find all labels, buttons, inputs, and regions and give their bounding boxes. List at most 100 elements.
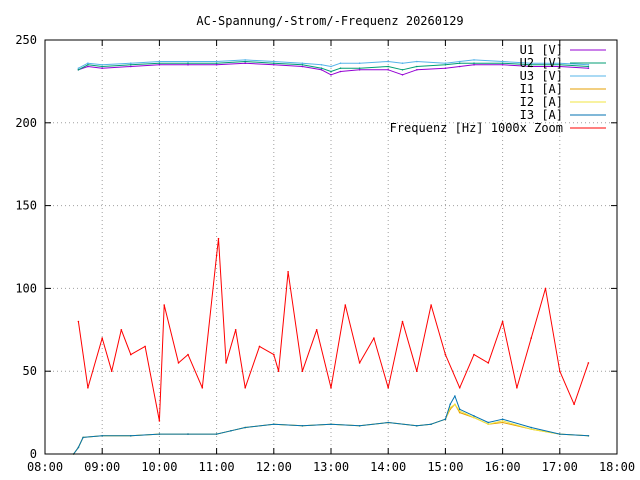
data-point: [449, 403, 452, 406]
y-tick-label: 0: [30, 447, 37, 461]
data-point: [230, 430, 232, 432]
data-point: [320, 64, 323, 66]
data-point: [458, 60, 461, 63]
data-point: [344, 304, 347, 306]
data-point: [487, 423, 490, 426]
data-point: [187, 353, 189, 356]
data-point: [501, 60, 504, 63]
data-point: [215, 60, 218, 63]
y-axis: 0 50 100 150 200 250: [15, 33, 617, 461]
data-point: [430, 304, 432, 306]
data-point: [473, 416, 475, 419]
data-point: [82, 436, 84, 439]
data-point: [444, 62, 447, 64]
data-point: [301, 370, 304, 373]
data-point: [187, 433, 189, 435]
x-tick-label: 11:00: [199, 460, 235, 474]
data-point: [530, 65, 532, 68]
data-point: [101, 64, 103, 66]
data-point: [401, 62, 404, 64]
data-point: [387, 69, 390, 71]
data-point: [273, 353, 275, 356]
data-point: [87, 65, 89, 68]
data-point: [320, 69, 323, 71]
data-point: [120, 329, 123, 331]
data-point: [130, 353, 132, 356]
data-point: [130, 62, 132, 64]
data-point: [187, 64, 189, 66]
data-point: [530, 62, 532, 64]
data-point: [101, 337, 103, 339]
x-tick-label: 08:00: [27, 460, 63, 474]
data-point: [110, 370, 113, 373]
data-point: [559, 65, 561, 68]
data-point: [234, 329, 237, 331]
data-point: [277, 370, 280, 373]
legend-label: U3 [V]: [520, 69, 563, 83]
data-point: [130, 435, 132, 437]
x-tick-label: 18:00: [599, 460, 635, 474]
data-point: [201, 387, 204, 389]
data-point: [244, 426, 246, 429]
data-point: [373, 337, 375, 339]
data-point: [358, 69, 361, 71]
data-point: [87, 62, 89, 64]
x-tick-label: 10:00: [141, 460, 177, 474]
data-point: [458, 387, 461, 389]
data-point: [387, 65, 390, 68]
data-point: [587, 362, 590, 364]
data-point: [449, 406, 452, 409]
legend-label: I2 [A]: [520, 95, 563, 109]
data-point: [401, 74, 404, 76]
data-point: [177, 362, 180, 364]
data-point: [559, 64, 561, 66]
data-point: [416, 60, 418, 63]
data-point: [130, 65, 132, 68]
data-point: [573, 403, 575, 406]
data-point: [530, 428, 532, 431]
y-tick-label: 200: [15, 116, 37, 130]
data-point: [77, 69, 80, 71]
legend-label: U1 [V]: [520, 43, 563, 57]
data-point: [444, 64, 447, 66]
data-point: [77, 67, 80, 69]
series-line-3: [73, 403, 589, 455]
data-point: [416, 370, 418, 373]
data-point: [101, 67, 103, 69]
data-point: [501, 64, 504, 66]
data-point: [387, 421, 390, 424]
legend-label: Frequenz [Hz] 1000x Zoom: [390, 121, 563, 135]
data-point: [358, 67, 361, 69]
data-point: [158, 62, 161, 64]
data-point: [458, 62, 461, 64]
series-line-6: [77, 238, 589, 422]
data-point: [501, 418, 504, 421]
data-point: [530, 337, 532, 339]
legend: U1 [V]U2 [V]U3 [V]I1 [A]I2 [A]I3 [A]Freq…: [390, 43, 606, 135]
data-point: [301, 64, 304, 66]
data-point: [516, 387, 518, 389]
data-point: [458, 408, 461, 411]
data-point: [387, 387, 390, 389]
data-point: [258, 345, 261, 348]
data-point: [401, 69, 404, 71]
data-point: [473, 415, 475, 417]
data-point: [559, 370, 561, 373]
data-point: [301, 425, 304, 427]
x-axis: 08:00 09:00 10:00 11:00 12:00 13:00 14:00 15:00…: [27, 40, 635, 474]
data-point: [187, 60, 189, 63]
data-point: [215, 62, 218, 64]
data-point: [416, 69, 418, 71]
y-tick-label: 250: [15, 33, 37, 47]
data-point: [559, 62, 561, 64]
data-point: [587, 65, 590, 68]
data-point: [559, 433, 561, 435]
data-point: [320, 67, 323, 69]
data-point: [330, 70, 332, 73]
data-point: [358, 62, 361, 64]
x-tick-label: 09:00: [84, 460, 120, 474]
data-point: [487, 362, 490, 364]
data-point: [158, 433, 161, 435]
data-point: [273, 60, 275, 63]
data-point: [215, 64, 218, 66]
